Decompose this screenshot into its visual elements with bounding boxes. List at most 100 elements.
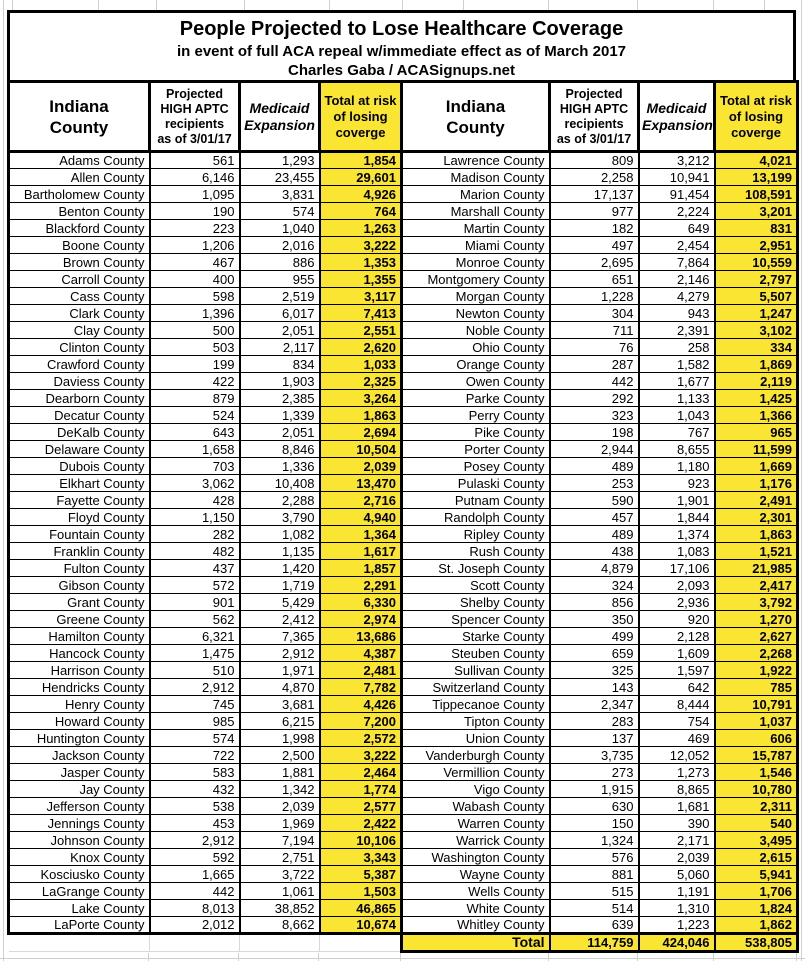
medicaid-cell: 8,662 xyxy=(238,916,321,935)
county-cell: Madison County xyxy=(400,168,551,186)
county-cell: Washington County xyxy=(400,848,551,866)
medicaid-cell: 1,719 xyxy=(238,576,321,594)
medicaid-cell: 469 xyxy=(637,729,716,747)
aptc-cell: 489 xyxy=(548,457,640,475)
aptc-cell: 1,150 xyxy=(148,508,241,526)
county-cell: Montgomery County xyxy=(400,270,551,288)
aptc-cell: 283 xyxy=(548,712,640,730)
gridline xyxy=(801,0,802,961)
gridline xyxy=(402,0,403,10)
county-cell: Union County xyxy=(400,729,551,747)
aptc-cell: 432 xyxy=(148,780,241,798)
total-cell: 29,601 xyxy=(318,168,403,186)
aptc-cell: 428 xyxy=(148,491,241,509)
aptc-cell: 137 xyxy=(548,729,640,747)
medicaid-cell: 8,865 xyxy=(637,780,716,798)
total-cell: 1,037 xyxy=(713,712,799,730)
aptc-cell: 598 xyxy=(148,287,241,305)
medicaid-cell: 943 xyxy=(637,304,716,322)
county-cell: Dearborn County xyxy=(7,389,151,407)
total-cell: 2,797 xyxy=(713,270,799,288)
total-cell: 1,617 xyxy=(318,542,403,560)
aptc-cell: 17,137 xyxy=(548,185,640,203)
aptc-cell: 438 xyxy=(548,542,640,560)
table-row: Decatur County 524 1,339 1,863 Perry County 3… xyxy=(7,406,799,424)
county-cell: Putnam County xyxy=(400,491,551,509)
county-cell: Clinton County xyxy=(7,338,151,356)
medicaid-cell: 3,831 xyxy=(238,185,321,203)
aptc-cell: 643 xyxy=(148,423,241,441)
total-cell: 7,413 xyxy=(318,304,403,322)
aptc-cell: 3,062 xyxy=(148,474,241,492)
total-cell: 334 xyxy=(713,338,799,356)
total-cell: 4,387 xyxy=(318,644,403,662)
table-row: Dearborn County 879 2,385 3,264 Parke County… xyxy=(7,389,799,407)
medicaid-cell: 574 xyxy=(238,202,321,220)
table-row: Jennings County 453 1,969 2,422 Warren Count… xyxy=(7,814,799,832)
medicaid-cell: 834 xyxy=(238,355,321,373)
empty-sheet-cell xyxy=(8,933,150,952)
county-cell: Rush County xyxy=(400,542,551,560)
aptc-cell: 223 xyxy=(148,219,241,237)
medicaid-cell: 2,391 xyxy=(637,321,716,339)
medicaid-cell: 920 xyxy=(637,610,716,628)
medicaid-cell: 7,194 xyxy=(238,831,321,849)
aptc-cell: 2,912 xyxy=(148,678,241,696)
table-row: LaPorte County 2,012 8,662 10,674 Whitley Co… xyxy=(7,916,799,935)
total-cell: 10,504 xyxy=(318,440,403,458)
table-row: LaGrange County 442 1,061 1,503 Wells County… xyxy=(7,882,799,900)
table-row: Lake County 8,013 38,852 46,865 White County… xyxy=(7,899,799,917)
medicaid-cell: 3,790 xyxy=(238,508,321,526)
aptc-cell: 639 xyxy=(548,916,640,935)
table-row: Blackford County 223 1,040 1,263 Martin Coun… xyxy=(7,219,799,237)
gridline xyxy=(244,0,245,10)
medicaid-cell: 17,106 xyxy=(637,559,716,577)
county-cell: Gibson County xyxy=(7,576,151,594)
total-cell: 4,926 xyxy=(318,185,403,203)
total-cell: 3,222 xyxy=(318,236,403,254)
medicaid-cell: 1,881 xyxy=(238,763,321,781)
medicaid-cell: 1,310 xyxy=(637,899,716,917)
county-cell: Wells County xyxy=(400,882,551,900)
aptc-cell: 199 xyxy=(148,355,241,373)
county-cell: Whitley County xyxy=(400,916,551,935)
aptc-cell: 985 xyxy=(148,712,241,730)
table-row: Clinton County 503 2,117 2,620 Ohio County 76… xyxy=(7,338,799,356)
aptc-cell: 2,012 xyxy=(148,916,241,935)
county-cell: Martin County xyxy=(400,219,551,237)
table-row: Fountain County 282 1,082 1,364 Ripley Count… xyxy=(7,525,799,543)
medicaid-cell: 2,146 xyxy=(637,270,716,288)
total-cell: 13,686 xyxy=(318,627,403,645)
gridline xyxy=(12,0,13,10)
county-cell: Warrick County xyxy=(400,831,551,849)
total-cell: 10,106 xyxy=(318,831,403,849)
aptc-cell: 198 xyxy=(548,423,640,441)
total-cell: 2,464 xyxy=(318,763,403,781)
aptc-cell: 282 xyxy=(148,525,241,543)
total-cell: 1,425 xyxy=(713,389,799,407)
medicaid-cell: 2,412 xyxy=(238,610,321,628)
county-cell: Boone County xyxy=(7,236,151,254)
total-label-cell: Total xyxy=(400,932,551,953)
medicaid-cell: 8,655 xyxy=(637,440,716,458)
total-cell: 1,824 xyxy=(713,899,799,917)
total-cell: 1,854 xyxy=(318,151,403,169)
aptc-cell: 515 xyxy=(548,882,640,900)
table-row: Greene County 562 2,412 2,974 Spencer County… xyxy=(7,610,799,628)
county-cell: Allen County xyxy=(7,168,151,186)
county-cell: Delaware County xyxy=(7,440,151,458)
aptc-cell: 1,396 xyxy=(148,304,241,322)
aptc-cell: 583 xyxy=(148,763,241,781)
aptc-cell: 1,915 xyxy=(548,780,640,798)
medicaid-cell: 5,429 xyxy=(238,593,321,611)
aptc-cell: 1,206 xyxy=(148,236,241,254)
gridline xyxy=(637,952,638,961)
total-cell: 1,863 xyxy=(713,525,799,543)
total-cell: 10,674 xyxy=(318,916,403,935)
table-row: DeKalb County 643 2,051 2,694 Pike County 198… xyxy=(7,423,799,441)
medicaid-cell: 5,060 xyxy=(637,865,716,883)
total-cell: 1,033 xyxy=(318,355,403,373)
header-county-left: Indiana County xyxy=(7,80,151,153)
aptc-cell: 4,879 xyxy=(548,559,640,577)
